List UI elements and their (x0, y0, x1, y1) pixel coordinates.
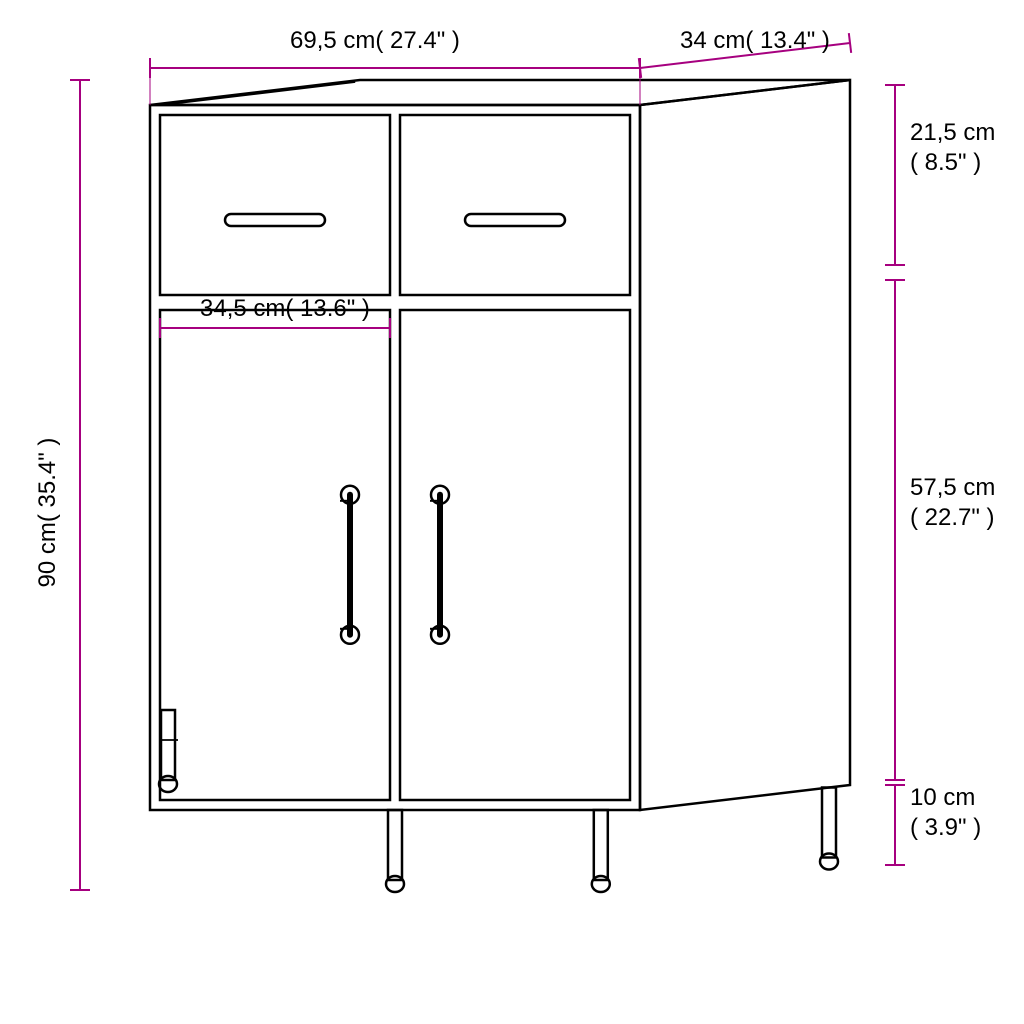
door-handle-2 (430, 486, 449, 644)
door-handle-1 (340, 486, 359, 644)
leg-front-right (592, 810, 610, 892)
leg-front-center (386, 810, 404, 892)
top-edge-detail (162, 82, 355, 105)
drawer-handle-2 (465, 214, 565, 226)
door-front-1 (160, 310, 390, 800)
leg-back-right (820, 788, 838, 870)
drawer-handle-1 (225, 214, 325, 226)
dim-tick (849, 33, 851, 53)
dim-door-h-label: 57,5 cm( 22.7" ) (910, 474, 995, 531)
dim-drawer-h-label: 21,5 cm( 8.5" ) (910, 119, 995, 176)
dim-height-label: 90 cm( 35.4" ) (34, 438, 61, 588)
drawer-front-1 (160, 115, 390, 295)
dim-leg-h-label: 10 cm( 3.9" ) (910, 784, 981, 841)
cabinet-side-face (640, 80, 850, 810)
door-front-2 (400, 310, 630, 800)
dim-drawer-w-label: 34,5 cm( 13.6" ) (200, 295, 370, 322)
drawer-front-2 (400, 115, 630, 295)
cabinet-front-face (150, 105, 640, 810)
dim-depth-label: 34 cm( 13.4" ) (680, 27, 830, 54)
dim-width-label: 69,5 cm( 27.4" ) (290, 27, 460, 54)
leg-front-left (159, 710, 177, 792)
